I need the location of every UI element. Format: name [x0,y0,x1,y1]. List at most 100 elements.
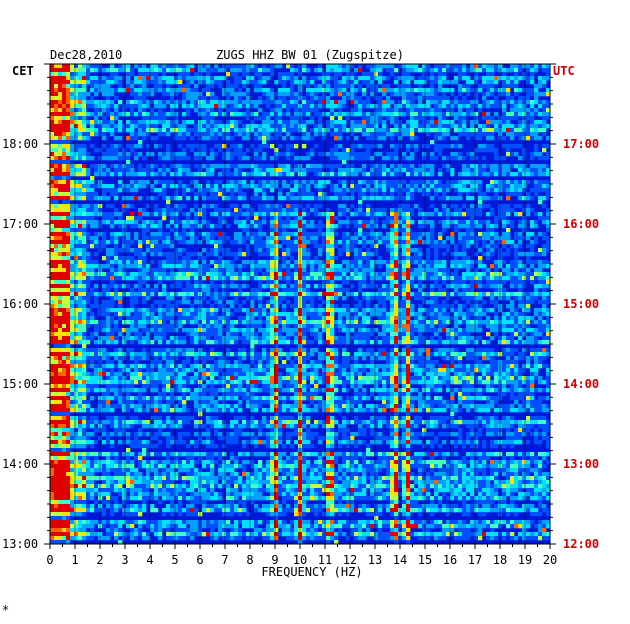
heatmap-cell [214,224,219,229]
heatmap-cell [154,276,159,281]
heatmap-cell [474,132,479,137]
heatmap-cell [266,260,271,265]
heatmap-cell [126,188,131,193]
heatmap-cell [390,180,395,185]
heatmap-cell [322,260,327,265]
heatmap-cell [178,240,183,245]
heatmap-cell [54,80,59,85]
heatmap-cell [62,112,67,117]
heatmap-cell [70,216,75,221]
heatmap-cell [158,236,163,241]
heatmap-cell [458,264,463,269]
heatmap-cell [438,272,443,277]
heatmap-cell [134,260,139,265]
heatmap-cell [458,64,463,69]
heatmap-cell [402,236,407,241]
heatmap-cell [374,120,379,125]
heatmap-cell [306,260,311,265]
heatmap-cell [214,128,219,133]
heatmap-cell [314,236,319,241]
heatmap-cell [310,116,315,121]
heatmap-cell [494,76,499,81]
heatmap-cell [366,128,371,133]
heatmap-cell [390,168,395,173]
heatmap-cell [90,260,95,265]
heatmap-cell [394,240,399,245]
heatmap-cell [378,208,383,213]
heatmap-cell [162,236,167,241]
heatmap-cell [414,276,419,281]
heatmap-cell [114,288,119,293]
heatmap-cell [162,156,167,161]
heatmap-cell [546,192,551,197]
heatmap-cell [330,156,335,161]
heatmap-cell [226,276,231,281]
heatmap-cell [466,220,471,225]
heatmap-cell [102,156,107,161]
heatmap-cell [542,116,547,121]
heatmap-cell [230,64,235,69]
heatmap-cell [62,108,67,113]
heatmap-cell [506,196,511,201]
heatmap-cell [86,284,91,289]
heatmap-cell [450,100,455,105]
heatmap-cell [330,268,335,273]
heatmap-cell [514,272,519,277]
heatmap-cell [118,276,123,281]
heatmap-cell [134,76,139,81]
heatmap-cell [270,224,275,229]
heatmap-cell [418,188,423,193]
heatmap-cell [342,244,347,249]
heatmap-cell [502,120,507,125]
heatmap-cell [242,152,247,157]
heatmap-cell [158,268,163,273]
heatmap-cell [454,152,459,157]
heatmap-cell [146,268,151,273]
heatmap-cell [78,120,83,125]
heatmap-cell [122,64,127,69]
heatmap-cell [130,172,135,177]
heatmap-cell [330,112,335,117]
heatmap-cell [66,96,71,101]
heatmap-cell [462,224,467,229]
heatmap-cell [414,120,419,125]
heatmap-cell [266,208,271,213]
heatmap-cell [426,260,431,265]
heatmap-cell [346,244,351,249]
heatmap-cell [266,68,271,73]
heatmap-cell [410,280,415,285]
heatmap-cell [62,160,67,165]
heatmap-cell [194,252,199,257]
heatmap-cell [354,184,359,189]
heatmap-cell [470,224,475,229]
heatmap-cell [54,248,59,253]
heatmap-cell [318,284,323,289]
heatmap-cell [222,112,227,117]
heatmap-cell [86,212,91,217]
heatmap-cell [202,192,207,197]
heatmap-cell [358,184,363,189]
heatmap-cell [402,228,407,233]
heatmap-cell [142,156,147,161]
heatmap-cell [454,144,459,149]
heatmap-cell [174,272,179,277]
heatmap-cell [454,64,459,69]
heatmap-cell [150,72,155,77]
heatmap-cell [78,192,83,197]
heatmap-cell [262,192,267,197]
heatmap-cell [434,128,439,133]
heatmap-cell [274,220,279,225]
heatmap-cell [286,204,291,209]
heatmap-cell [314,76,319,81]
heatmap-cell [438,268,443,273]
heatmap-cell [66,224,71,229]
heatmap-cell [530,244,535,249]
heatmap-cell [154,164,159,169]
heatmap-cell [278,220,283,225]
heatmap-cell [102,244,107,249]
heatmap-cell [474,76,479,81]
heatmap-cell [274,260,279,265]
heatmap-cell [458,208,463,213]
heatmap-cell [514,116,519,121]
heatmap-cell [422,156,427,161]
